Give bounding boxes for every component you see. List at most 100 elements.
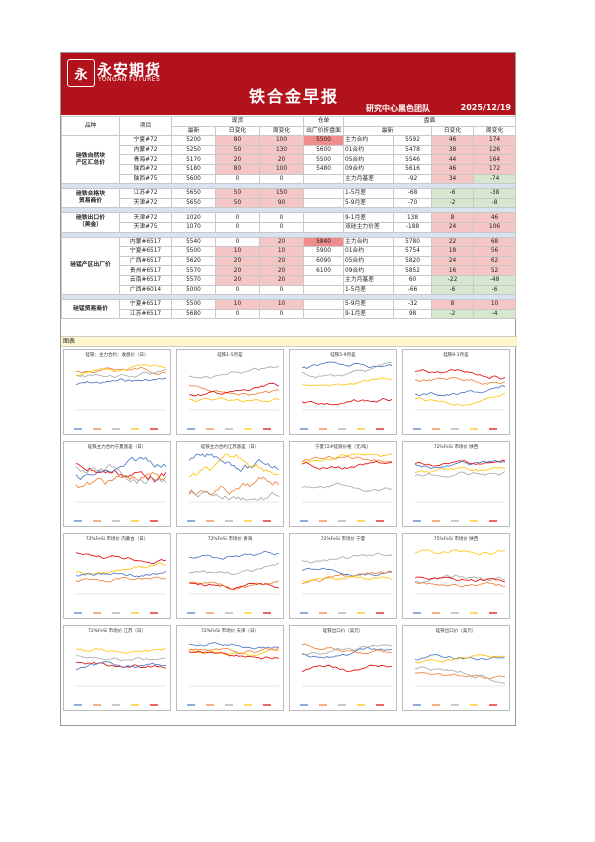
spot-latest: 5000 (171, 284, 216, 296)
spot-weekly: 20 (258, 255, 305, 267)
contract-name: 9-1月差 (343, 308, 395, 320)
table-row: 天津#72 5650 50 90 5-9月差 -70 -2 -8 (62, 197, 517, 209)
research-team: 研究中心黑色团队 (366, 104, 430, 113)
futures-daily: 38 (431, 144, 475, 156)
report-title: 铁合金早报 (249, 87, 340, 106)
table-row: 硅铁出口价 （美金） 天津#72 1020 0 0 9-1月差 138 8 46 (61, 212, 517, 233)
series-line (301, 397, 393, 406)
futures-weekly: 56 (473, 246, 517, 257)
futures-latest: 98 (393, 308, 433, 320)
series-line (189, 550, 280, 560)
group-name: 硅锰产区出厂价 (61, 236, 120, 296)
item-name: 内蒙#72 (119, 144, 172, 156)
spot-latest: 5650 (171, 188, 216, 199)
contract-name: 09合约 (343, 163, 395, 175)
series-line (188, 562, 280, 576)
col-f-weekly: 周变化 (473, 125, 517, 137)
group-name: 硅锰贸易商价 (61, 299, 120, 320)
spot-latest: 5170 (171, 154, 216, 165)
col-latest: 最新 (171, 125, 216, 137)
series-line (75, 462, 167, 483)
table-row: 硅锰产区出厂价 内蒙#6517 5540 0 20 5840 主力合约 5780 22 68 (61, 236, 517, 296)
chart-plot (413, 369, 506, 430)
spot-latest: 5500 (171, 299, 216, 310)
factory-parity: 5480 (303, 163, 345, 175)
series-line (75, 456, 167, 481)
spot-daily: 50 (215, 188, 260, 199)
spot-latest: 1070 (171, 221, 216, 233)
series-line (301, 567, 393, 578)
futures-latest: 5820 (393, 255, 433, 267)
futures-daily: -6 (431, 188, 475, 199)
series-line (301, 482, 393, 493)
chart-title: 硅铁1-5月差 (217, 353, 243, 358)
series-line (75, 576, 167, 583)
chart-panel: 硅铁：主力合约：收盘价（日） (63, 349, 171, 435)
series-line (414, 671, 506, 680)
series-line (301, 377, 393, 387)
chart-panel: 硅铁9-1月差 (402, 349, 510, 435)
factory-parity (303, 284, 345, 296)
factory-parity (303, 221, 345, 233)
chart-plot (74, 647, 167, 706)
series-line (75, 661, 167, 671)
item-name: 广西#6517 (119, 255, 172, 267)
contract-name: 双硅主力价差 (343, 221, 395, 233)
chart-title: 硅铁：主力合约：收盘价（日） (85, 353, 149, 358)
series-line (188, 397, 280, 403)
series-line (188, 650, 280, 660)
chart-panel: 72%FeSi 市场价 陕西 (402, 441, 510, 527)
report-date: 2025/12/19 (460, 103, 511, 112)
series-line (188, 476, 280, 496)
chart-plot (300, 453, 393, 522)
futures-weekly: 68 (473, 236, 517, 248)
spot-weekly: 20 (258, 265, 305, 276)
spot-daily: 20 (215, 255, 260, 267)
series-line (414, 471, 506, 478)
chart-panel: 硅铁出口价（美元） (402, 625, 510, 711)
brand-name-en: YONGAN FUTURES (98, 76, 161, 83)
futures-daily: 18 (431, 246, 475, 257)
spot-weekly: 100 (258, 163, 305, 175)
series-line (414, 369, 506, 380)
item-name: 天津#75 (119, 221, 172, 233)
spot-latest: 5250 (171, 144, 216, 156)
series-line (75, 654, 167, 662)
chart-panel: 72%FeSi 市场价 江苏（日） (63, 625, 171, 711)
chart-title: 硅铁5-9月差 (330, 353, 356, 358)
chart-plot (187, 366, 280, 430)
chart-panel: 72%FeSi 市场价 天津（日） (176, 625, 284, 711)
futures-daily: 24 (431, 255, 475, 267)
chart-panel: 硅铁出口价（美元） (289, 625, 397, 711)
contract-name: 5-9月差 (343, 197, 395, 209)
chart-panel: 硅铁主力合约江苏基差（日） (176, 441, 284, 527)
spot-latest: 5650 (171, 197, 216, 209)
chart-panel: 硅铁1-5月差 (176, 349, 284, 435)
col-daily: 日变化 (215, 125, 260, 137)
group-name: 硅铁出口价 （美金） (61, 212, 120, 233)
futures-latest: 138 (393, 212, 433, 223)
spot-weekly: 150 (258, 188, 305, 199)
chart-title: 72%FeSi 市场价 内蒙古（日） (85, 537, 149, 542)
series-line (301, 664, 392, 673)
spot-daily: 50 (215, 144, 260, 156)
spot-weekly: 100 (258, 135, 305, 146)
col-weekly: 周变化 (258, 125, 305, 137)
series-line (414, 576, 506, 583)
contract-name: 01合约 (343, 246, 395, 257)
factory-parity: 5600 (303, 144, 345, 156)
futures-weekly: 52 (473, 265, 517, 276)
table-row: 内蒙#72 5250 50 130 5600 01合约 5478 38 126 (62, 144, 517, 156)
chart-title: 宁夏72#硅铁价格（元/吨） (314, 445, 371, 450)
factory-parity (303, 308, 345, 320)
series-line (415, 574, 505, 584)
futures-weekly: -38 (473, 188, 517, 199)
chart-title: 硅铁出口价（美元） (435, 629, 477, 634)
factory-parity (303, 197, 345, 209)
futures-latest: 5478 (393, 144, 433, 156)
spot-weekly: 130 (258, 144, 305, 156)
futures-latest: 5592 (393, 135, 433, 146)
series-line (301, 646, 393, 659)
series-line (75, 366, 167, 375)
futures-latest: -66 (393, 284, 433, 296)
